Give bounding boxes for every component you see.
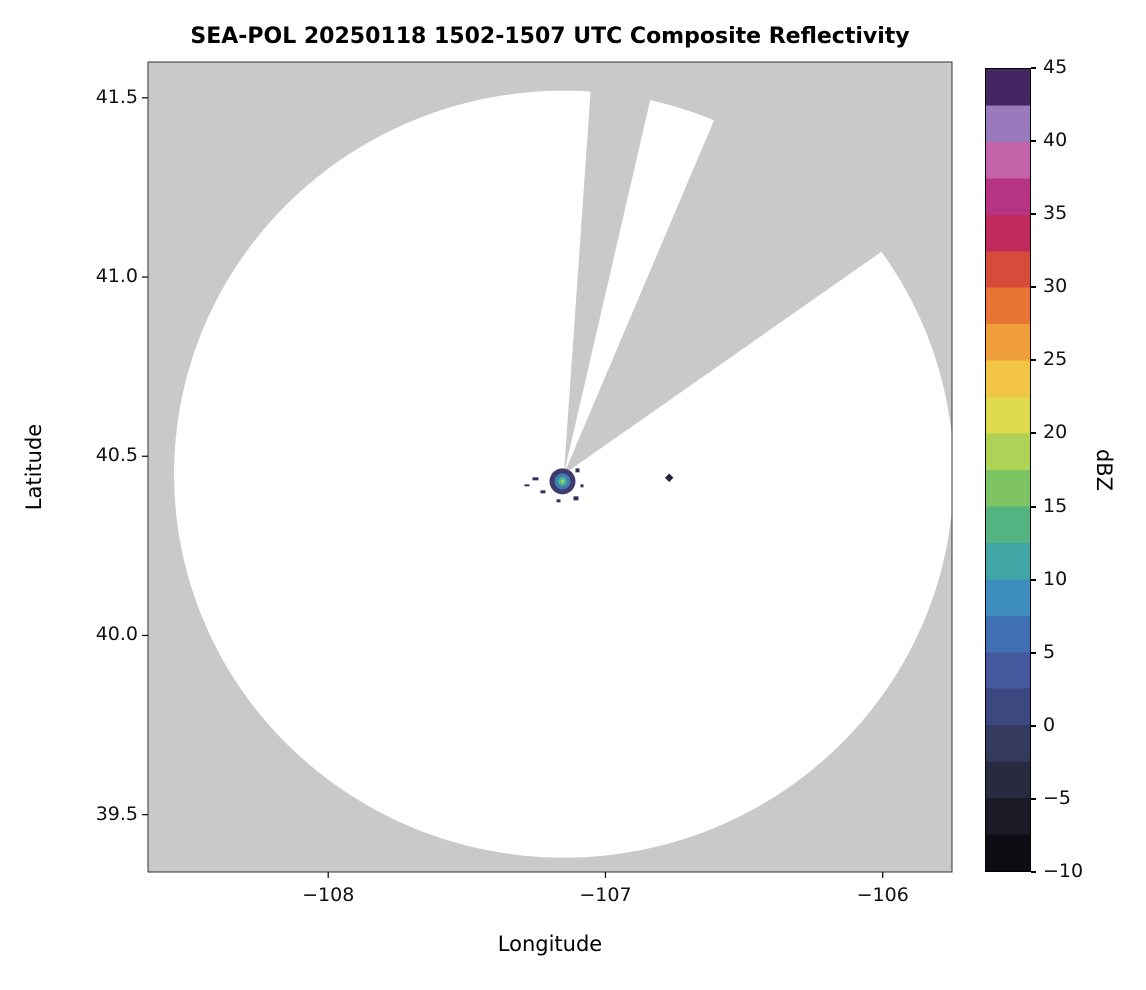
y-tick-label: 39.5 <box>95 802 138 825</box>
echo-speck <box>540 490 546 494</box>
y-tick-label: 41.0 <box>95 265 138 288</box>
colorbar-tick-label: 5 <box>1043 640 1056 663</box>
colorbar-tick-mark <box>1031 140 1036 143</box>
colorbar-tick-mark <box>1031 67 1036 69</box>
colorbar-tick-mark <box>1031 432 1036 435</box>
colorbar-tick-label: −5 <box>1043 786 1072 809</box>
colorbar-unit-label: dBZ <box>1092 448 1116 492</box>
radar-plot-canvas <box>142 61 953 878</box>
colorbar-tick-label: 40 <box>1043 129 1068 152</box>
chart-title: SEA-POL 20250118 1502-1507 UTC Composite… <box>190 24 910 49</box>
echo-speck <box>580 484 584 488</box>
colorbar-tick-mark <box>1031 651 1036 654</box>
echo-cluster-layer <box>560 479 565 484</box>
colorbar-tick-mark <box>1031 871 1036 873</box>
colorbar-tick-mark <box>1031 359 1036 362</box>
axes-frame <box>147 61 953 873</box>
colorbar-tick-label: 10 <box>1043 567 1068 590</box>
colorbar-tick-label: 45 <box>1043 56 1068 78</box>
plot-area <box>142 61 953 878</box>
colorbar-tick-label: 30 <box>1043 275 1068 298</box>
echo-speck <box>556 499 561 503</box>
colorbar <box>985 68 1031 872</box>
colorbar-tick-label: 20 <box>1043 421 1068 444</box>
echo-speck <box>524 484 530 487</box>
x-tick-label: −108 <box>302 884 355 906</box>
isolated-echo-point <box>664 473 674 482</box>
colorbar-tick-label: 35 <box>1043 202 1068 225</box>
echo-speck <box>532 477 539 481</box>
colorbar-gradient <box>986 69 1030 871</box>
colorbar-tick-label: 0 <box>1043 713 1056 736</box>
y-tick-label: 40.5 <box>95 444 138 467</box>
colorbar-tick-mark <box>1031 505 1036 508</box>
y-tick-label: 40.0 <box>95 623 138 646</box>
x-tick-label: −106 <box>856 884 909 906</box>
colorbar-tick-label: 15 <box>1043 494 1068 517</box>
colorbar-tick-mark <box>1031 724 1036 727</box>
colorbar-tick-label: 25 <box>1043 348 1068 371</box>
echo-speck <box>575 468 580 473</box>
x-tick-label: −107 <box>579 884 632 906</box>
blocked-sector <box>563 62 952 475</box>
colorbar-tick-mark <box>1031 797 1036 800</box>
echo-speck <box>573 496 579 501</box>
blocked-sector <box>563 62 660 475</box>
colorbar-tick-mark <box>1031 578 1036 581</box>
colorbar-tick-label: −10 <box>1043 860 1084 882</box>
y-tick-label: 41.5 <box>95 85 138 108</box>
colorbar-tick-mark <box>1031 286 1036 289</box>
x-axis-label: Longitude <box>497 932 603 956</box>
y-axis-label: Latitude <box>22 423 46 511</box>
colorbar-tick-mark <box>1031 213 1036 216</box>
